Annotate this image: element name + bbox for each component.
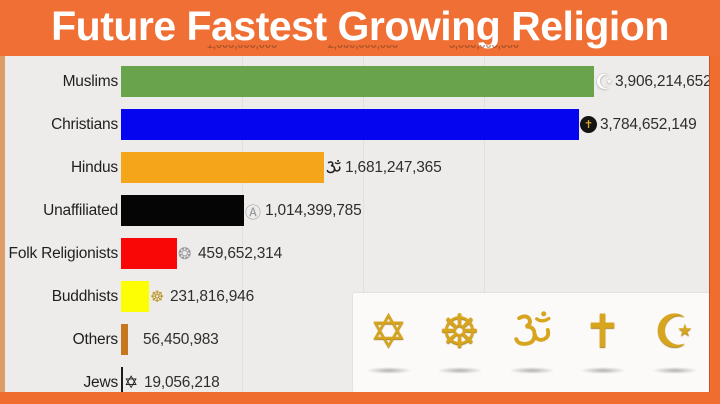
- chart-row: Folk Religionists ❂ 459,652,314: [5, 238, 710, 269]
- icon-shadow: [508, 367, 555, 374]
- dharma-wheel-icon: ☸: [150, 287, 165, 306]
- value-label: 459,652,314: [198, 245, 282, 262]
- category-label: Folk Religionists: [8, 245, 119, 262]
- dharma-wheel-icon: ☸: [438, 304, 481, 358]
- bar-chart: Muslims ☪ 3,906,214,652 Christians ✝ 3,784,65…: [5, 56, 712, 398]
- gridline: [363, 56, 364, 392]
- panel-cell: ✝: [567, 293, 638, 392]
- bar-buddhists: [121, 281, 149, 312]
- category-label: Others: [72, 331, 119, 348]
- icon-shadow: [651, 367, 698, 374]
- bar-unaffiliated: [121, 195, 244, 226]
- category-label: Hindus: [70, 159, 118, 176]
- om-icon: [325, 152, 342, 183]
- chart-row: Jews ✡ 19,056,218: [5, 367, 710, 398]
- icon-shadow: [365, 367, 412, 374]
- star-of-david-icon: ✡: [124, 372, 139, 393]
- folk-religion-icon: ❂: [178, 244, 192, 263]
- bar-hindus: [121, 152, 324, 183]
- value-label: 3,906,214,652: [615, 73, 712, 90]
- category-label: Buddhists: [51, 288, 118, 305]
- axis-tick-label: 2,000,000,000: [327, 45, 399, 51]
- atheist-a-icon: Ⓐ: [245, 202, 262, 222]
- chart-row: Hindus 1,681,247,365: [5, 152, 710, 183]
- panel-cell: ☪: [639, 293, 710, 392]
- panel-cell: ☸: [424, 293, 495, 392]
- title-banner: Future Fastest Growing Religion: [0, 0, 720, 56]
- icon-shadow: [579, 367, 626, 374]
- category-label: Jews: [83, 374, 118, 391]
- star-and-crescent-icon: ☪: [595, 69, 614, 94]
- value-label: 1,681,247,365: [345, 159, 442, 176]
- chart-row: Unaffiliated Ⓐ 1,014,399,785: [5, 195, 710, 226]
- icon-shadow: [436, 367, 483, 374]
- bar-others: [121, 324, 128, 355]
- star-and-crescent-icon: ☪: [653, 304, 696, 358]
- bar-folk-religionists: [121, 238, 177, 269]
- om-icon: [496, 299, 567, 363]
- value-label: 1,014,399,785: [265, 202, 362, 219]
- left-border-strip: [0, 56, 5, 404]
- chart-row: Others 56,450,983: [5, 324, 710, 355]
- value-label: 3,784,652,149: [600, 116, 697, 133]
- religion-icons-panel: ✡ ☸ ✝ ☪: [353, 293, 710, 392]
- cross-badge-icon: ✝: [580, 109, 597, 140]
- value-label: 56,450,983: [143, 331, 219, 348]
- category-label: Christians: [51, 116, 118, 133]
- value-label: 231,816,946: [170, 288, 254, 305]
- axis-tick-label: 3,000,000,000: [448, 45, 520, 51]
- right-border-strip: [709, 56, 720, 404]
- category-label: Muslims: [62, 73, 119, 90]
- star-of-david-icon: ✡: [369, 304, 408, 358]
- value-label: 19,056,218: [144, 374, 220, 391]
- panel-cell: ✡: [353, 293, 424, 392]
- bar-christians: [121, 109, 579, 140]
- chart-row: Christians ✝ 3,784,652,149: [5, 109, 710, 140]
- bar-jews: [121, 367, 123, 398]
- bottom-border-strip: [0, 392, 720, 404]
- bar-muslims: [121, 66, 594, 97]
- panel-cell: [496, 293, 567, 392]
- cross-icon: ✝: [583, 304, 622, 358]
- gridline: [484, 56, 485, 392]
- chart-row: Muslims ☪ 3,906,214,652: [5, 66, 712, 97]
- category-label: Unaffiliated: [43, 202, 118, 219]
- page-title: Future Fastest Growing Religion: [51, 3, 669, 49]
- axis-tick-label: 1,000,000,000: [206, 45, 278, 51]
- chart-row: Buddhists ☸ 231,816,946: [5, 281, 710, 312]
